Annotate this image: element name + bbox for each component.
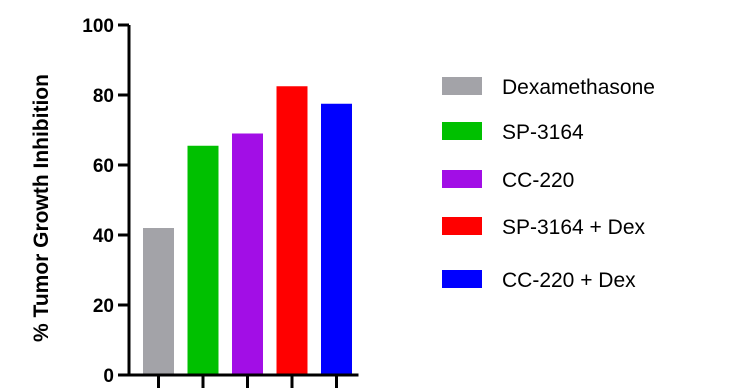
y-tick-label: 40 [93,226,114,247]
bars [143,86,352,375]
legend-swatch [442,122,482,140]
legend-label: CC-220 [502,169,574,192]
legend-swatch [442,170,482,188]
y-tick-label: 100 [82,16,114,37]
y-tick-label: 60 [93,156,114,177]
bar [143,228,174,375]
y-tick-label: 80 [93,86,114,107]
y-axis: 0 20 40 60 80 100 [82,16,131,387]
y-tick-label: 0 [103,366,114,387]
legend-label: Dexamethasone [502,76,655,99]
legend-label: CC-220 + Dex [502,269,636,292]
legend-swatch [442,217,482,235]
legend-swatch [442,77,482,95]
legend: Dexamethasone SP-3164 CC-220 SP-3164 + Dex C… [442,76,655,292]
legend-label: SP-3164 [502,121,584,144]
bar [276,86,308,375]
bar [321,103,352,375]
x-axis [127,373,359,388]
y-tick-label: 20 [93,296,114,317]
bar [232,133,263,375]
bar [187,145,219,375]
legend-label: SP-3164 + Dex [502,216,646,239]
y-axis-title: % Tumor Growth Inhibition [30,74,53,342]
legend-swatch [442,270,482,288]
